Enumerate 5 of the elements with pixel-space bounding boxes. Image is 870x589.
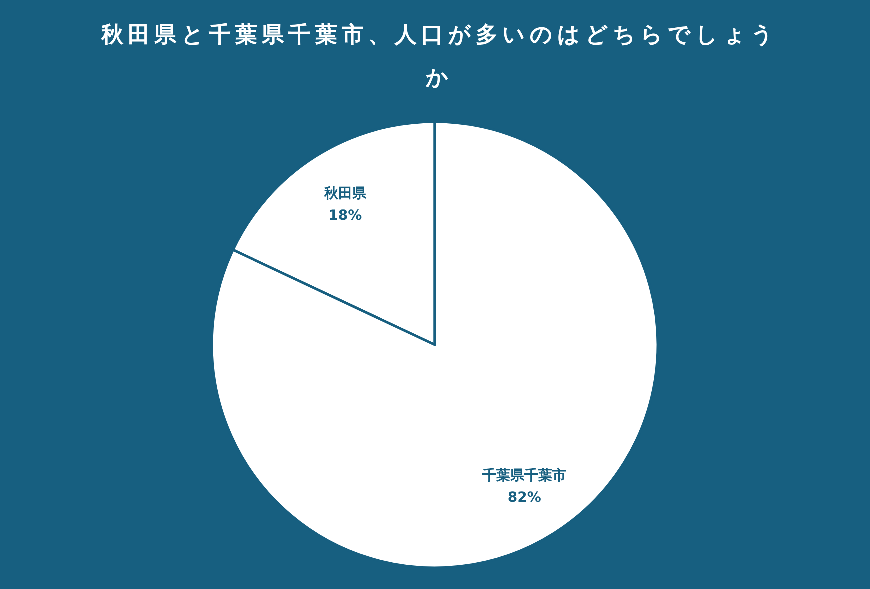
slice-label: 秋田県	[323, 186, 368, 202]
data-label: 18%	[328, 208, 362, 224]
chart-title: 秋田県と千葉県千葉市、人口が多いのはどちらでしょうか	[100, 22, 780, 93]
slice-label: 千葉県千葉市	[482, 467, 567, 484]
data-label: 82%	[508, 490, 542, 506]
